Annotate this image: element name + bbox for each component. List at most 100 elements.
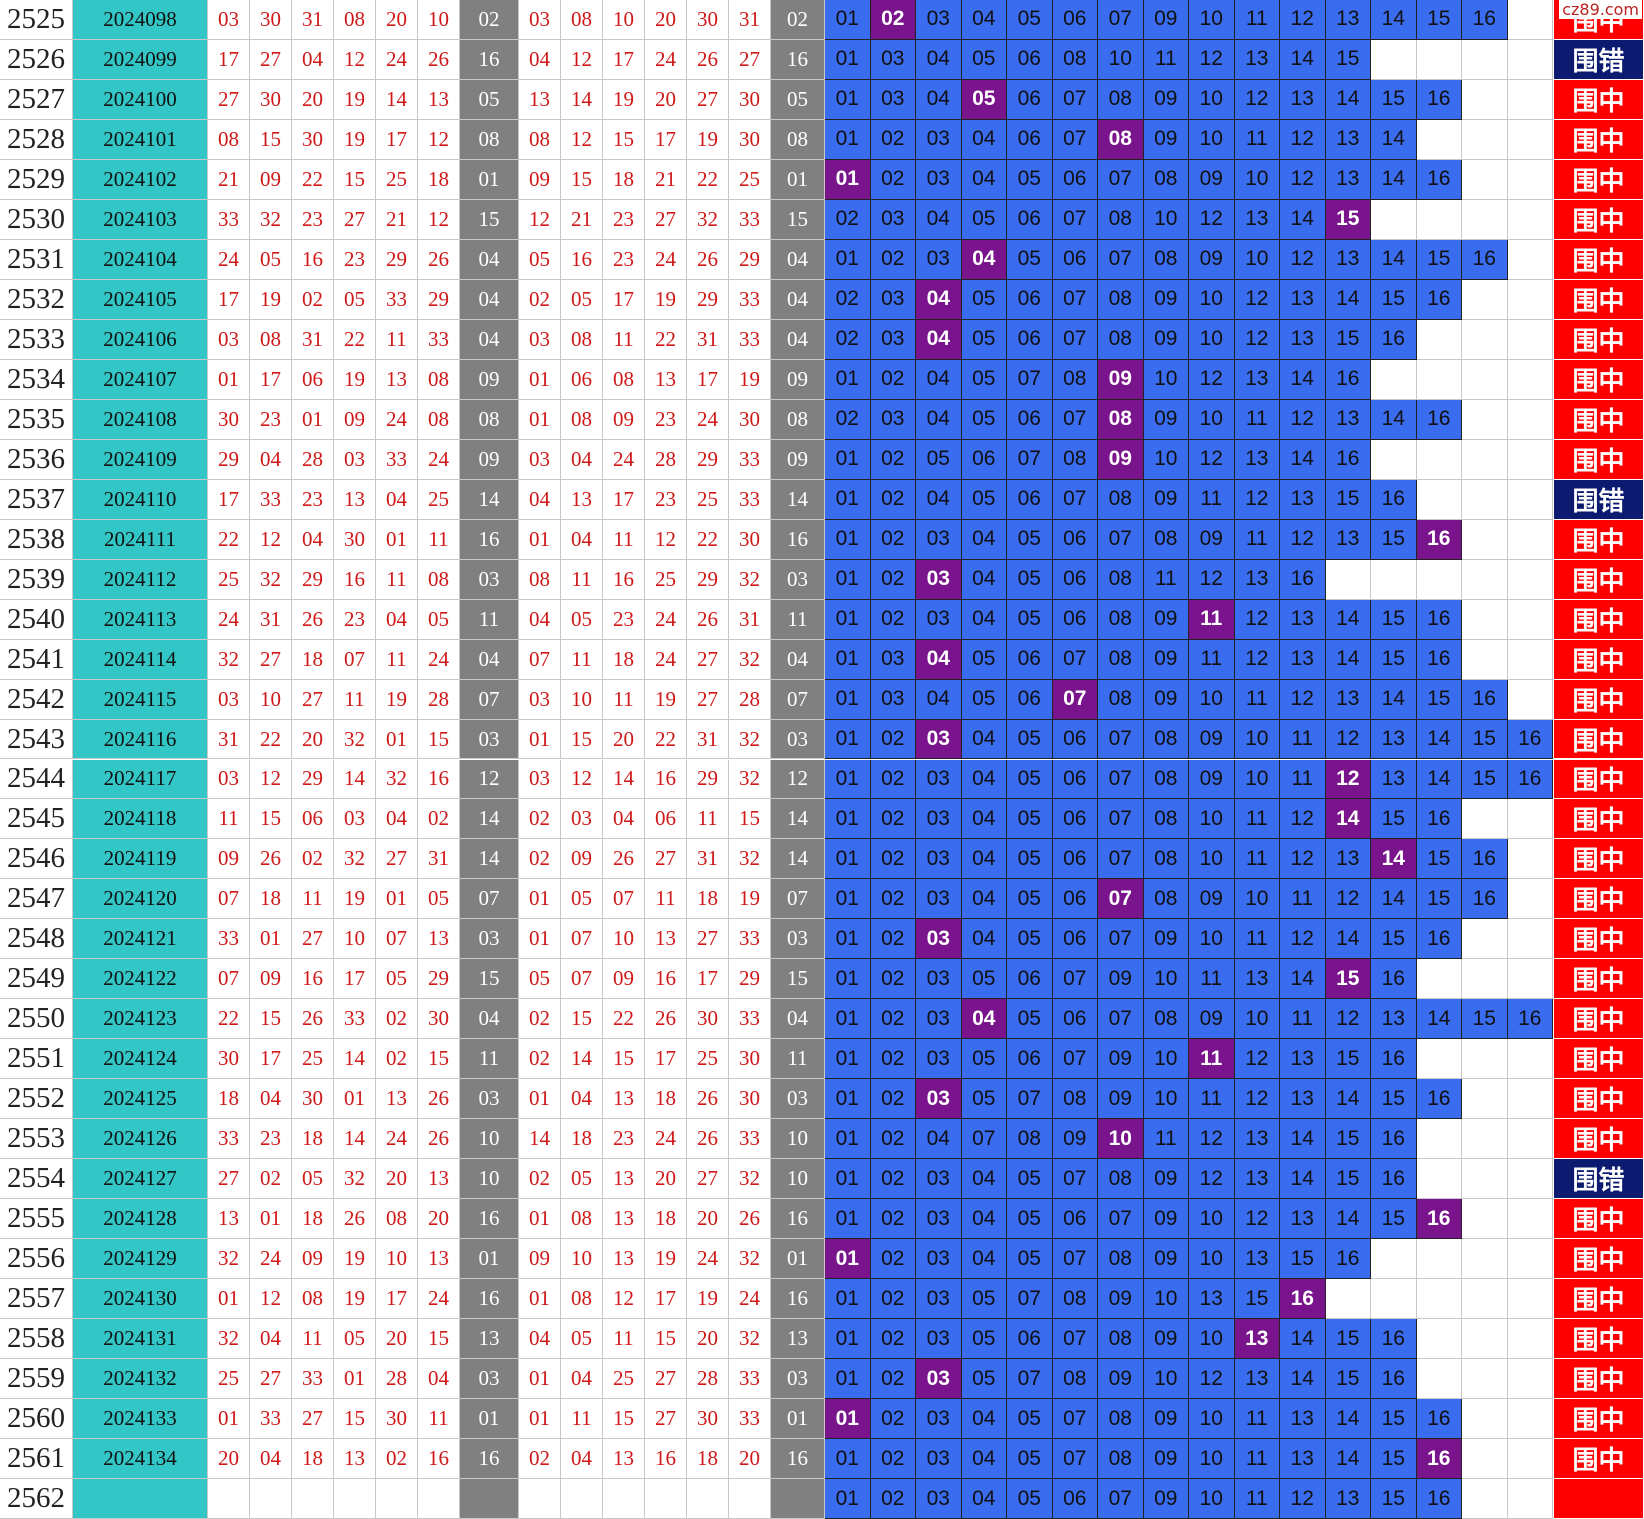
sorted-number: 13 (603, 1199, 645, 1240)
candidate: 04 (961, 119, 1007, 160)
row-number: 2550 (0, 999, 73, 1040)
candidate: 13 (1325, 839, 1371, 880)
candidate: 05 (961, 1079, 1007, 1120)
special-number: 08 (771, 399, 825, 440)
empty-cell (1462, 1079, 1508, 1120)
empty-cell (1371, 39, 1417, 80)
empty-cell (1462, 399, 1508, 440)
draw-number: 31 (292, 319, 334, 360)
sorted-number: 29 (687, 759, 729, 800)
special-number: 15 (460, 199, 519, 240)
empty-cell (1507, 119, 1553, 160)
special-number: 02 (771, 0, 825, 40)
draw-number: 08 (418, 559, 460, 600)
candidate: 07 (1052, 79, 1098, 120)
period: 2024129 (73, 1239, 208, 1280)
candidate: 09 (1189, 719, 1235, 760)
draw-number: 20 (376, 1159, 418, 1200)
empty-cell (1416, 119, 1462, 160)
special-number: 16 (771, 1439, 825, 1480)
candidate: 15 (1462, 719, 1508, 760)
candidate: 12 (1325, 879, 1371, 920)
candidate: 11 (1234, 1439, 1280, 1480)
special-number: 07 (460, 879, 519, 920)
draw-number: 13 (334, 1439, 376, 1480)
candidate: 08 (1143, 879, 1189, 920)
draw-number: 24 (376, 1119, 418, 1160)
candidate: 04 (961, 519, 1007, 560)
candidate: 10 (1189, 1439, 1235, 1480)
candidate: 15 (1325, 1359, 1371, 1400)
sorted-number: 30 (729, 79, 771, 120)
empty-cell (1507, 599, 1553, 640)
candidate: 13 (1234, 1119, 1280, 1160)
candidate: 10 (1189, 279, 1235, 320)
empty-cell (1507, 1319, 1553, 1360)
candidate: 16 (1325, 439, 1371, 480)
candidate: 01 (825, 359, 871, 400)
special-number: 01 (771, 159, 825, 200)
candidate: 07 (1098, 239, 1144, 280)
candidate: 10 (1143, 199, 1189, 240)
candidate: 16 (1371, 1039, 1417, 1080)
candidate: 11 (1189, 1079, 1235, 1120)
candidate: 03 (916, 239, 962, 280)
candidate: 06 (1052, 0, 1098, 40)
candidate: 05 (1007, 1199, 1053, 1240)
candidate: 10 (1234, 239, 1280, 280)
special-number: 11 (771, 599, 825, 640)
sorted-number: 10 (561, 679, 603, 720)
sorted-number: 17 (645, 119, 687, 160)
draw-number: 14 (334, 1119, 376, 1160)
candidate: 01 (825, 239, 871, 280)
candidate: 08 (1052, 1359, 1098, 1400)
candidate: 08 (1098, 1319, 1144, 1360)
sorted-number: 31 (687, 319, 729, 360)
candidate: 07 (1007, 359, 1053, 400)
candidate: 13 (1325, 239, 1371, 280)
candidate: 15 (1371, 1439, 1417, 1480)
candidate: 06 (1052, 879, 1098, 920)
candidate: 14 (1325, 279, 1371, 320)
sorted-number: 27 (687, 79, 729, 120)
special-number (460, 1479, 519, 1519)
draw-number: 14 (334, 759, 376, 800)
candidate: 01 (825, 799, 871, 840)
sorted-number: 12 (603, 1279, 645, 1320)
sorted-number: 13 (645, 359, 687, 400)
candidate: 05 (961, 319, 1007, 360)
sorted-number: 17 (687, 959, 729, 1000)
candidate: 13 (1325, 679, 1371, 720)
hit-candidate: 12 (1325, 759, 1371, 800)
candidate: 12 (1325, 719, 1371, 760)
period: 2024098 (73, 0, 208, 40)
empty-cell (1507, 159, 1553, 200)
empty-cell (1507, 199, 1553, 240)
candidate: 12 (1280, 1479, 1326, 1519)
empty-cell (1507, 239, 1553, 280)
sorted-number: 14 (561, 79, 603, 120)
draw-number: 31 (250, 599, 292, 640)
draw-number: 19 (250, 279, 292, 320)
draw-number: 01 (334, 1079, 376, 1120)
draw-number: 30 (292, 1079, 334, 1120)
result: 围中 (1554, 199, 1644, 240)
sorted-number: 05 (561, 1319, 603, 1360)
empty-cell (1416, 1039, 1462, 1080)
candidate: 15 (1280, 1239, 1326, 1280)
row-number: 2547 (0, 879, 73, 920)
sorted-number: 07 (561, 959, 603, 1000)
candidate: 12 (1189, 39, 1235, 80)
candidate: 05 (1007, 1399, 1053, 1440)
result: 围中 (1554, 439, 1644, 480)
special-number: 16 (460, 519, 519, 560)
candidate: 01 (825, 719, 871, 760)
result: 围中 (1554, 639, 1644, 680)
candidate: 15 (1371, 1079, 1417, 1120)
candidate: 11 (1234, 839, 1280, 880)
candidate: 10 (1143, 1039, 1189, 1080)
sorted-number: 18 (687, 1439, 729, 1480)
candidate: 16 (1507, 999, 1553, 1040)
sorted-number: 31 (687, 719, 729, 760)
draw-number: 29 (292, 559, 334, 600)
